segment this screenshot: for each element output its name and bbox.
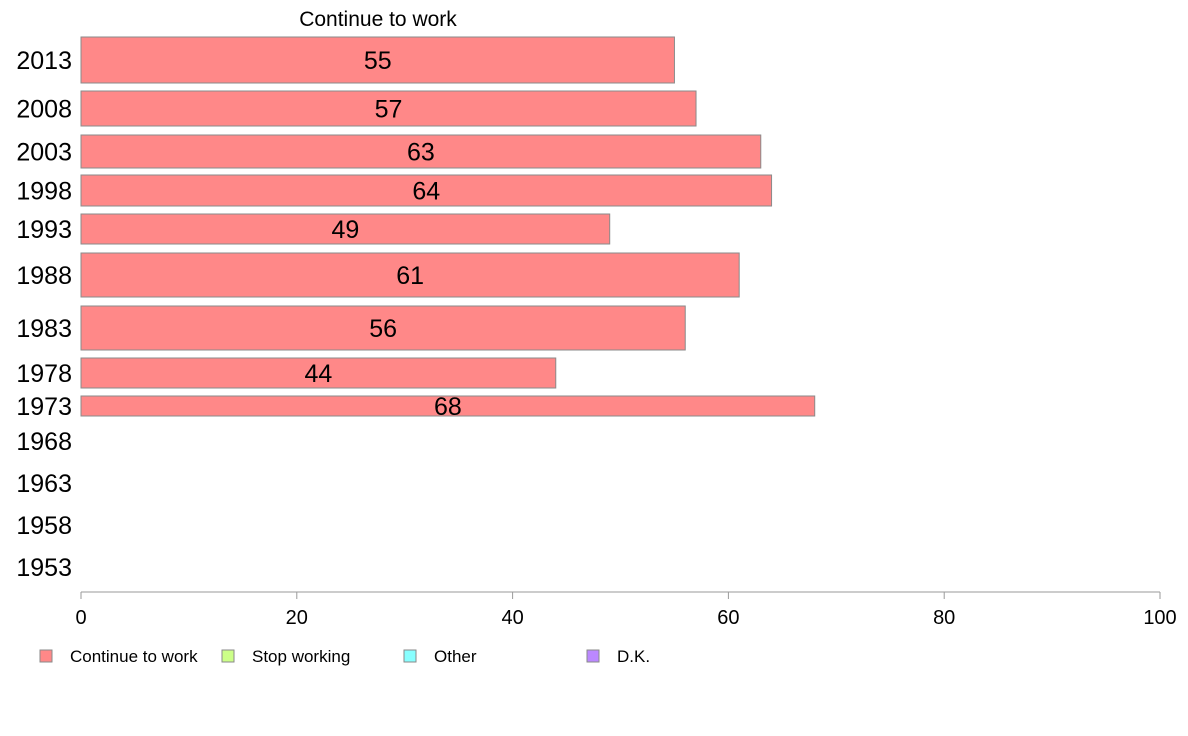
year-label-2008: 2008 [16,96,72,124]
x-tick-label-100: 100 [1143,607,1176,629]
x-axis: 0 20 40 60 80 100 [75,591,1177,629]
legend: Continue to work Stop working Other D.K. [39,647,650,666]
bar-label-1978: 44 [304,360,332,388]
year-label-2013: 2013 [16,47,72,75]
year-label-1968: 1968 [16,428,72,456]
bar-1993 [80,213,611,245]
legend-swatch-continue-to-work [39,649,53,663]
bar-1998 [80,174,773,207]
bar-1983 [80,305,686,351]
bar-1988 [80,252,740,298]
bar-label-1998: 64 [412,178,440,206]
legend-label-stop-working: Stop working [252,647,350,666]
legend-swatch-d-k [586,649,600,663]
bar-label-1983: 56 [369,315,397,343]
x-tick-label-20: 20 [286,607,308,629]
x-tick-label-40: 40 [501,607,523,629]
bar-2008 [80,90,697,127]
legend-label-other: Other [434,647,477,666]
legend-label-continue-to-work: Continue to work [70,647,198,666]
x-tick-label-80: 80 [933,607,955,629]
bar-label-1973: 68 [434,393,462,421]
bar-label-1988: 61 [396,262,424,290]
bar-2003 [80,134,762,169]
year-label-1958: 1958 [16,512,72,540]
legend-swatch-other [403,649,417,663]
bar-rows: 55 2013 57 2008 63 2003 64 1998 49 1993 61 1988 56 19… [16,36,816,582]
year-label-1973: 1973 [16,393,72,421]
bar-label-2003: 63 [407,139,435,167]
bar-2013 [80,36,675,84]
legend-label-d-k: D.K. [617,647,650,666]
bar-label-1993: 49 [331,216,359,244]
bar-label-2008: 57 [375,96,403,124]
x-tick-label-60: 60 [717,607,739,629]
year-label-1998: 1998 [16,178,72,206]
year-label-1963: 1963 [16,470,72,498]
bar-1973 [80,395,816,417]
year-label-2003: 2003 [16,139,72,167]
year-label-1978: 1978 [16,360,72,388]
year-label-1993: 1993 [16,216,72,244]
chart-title: Continue to work [299,8,457,31]
bar-label-2013: 55 [364,47,392,75]
year-label-1988: 1988 [16,262,72,290]
legend-swatch-stop-working [221,649,235,663]
x-tick-label-0: 0 [75,607,86,629]
bar-1978 [80,357,557,389]
year-label-1983: 1983 [16,315,72,343]
year-label-1953: 1953 [16,554,72,582]
